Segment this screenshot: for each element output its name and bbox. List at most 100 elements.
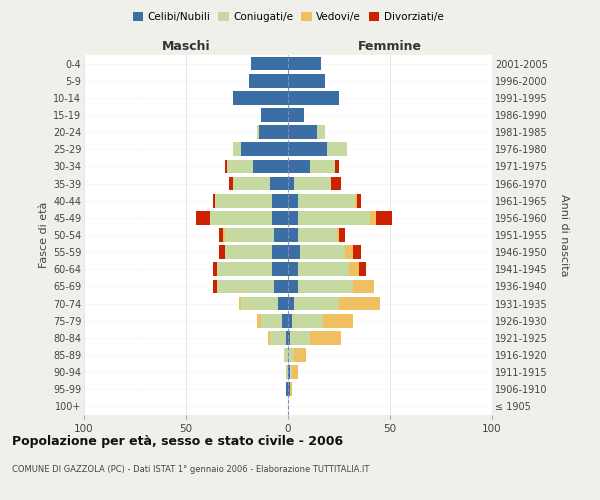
Bar <box>376 211 392 224</box>
Bar <box>298 194 355 207</box>
Bar <box>272 194 288 207</box>
Bar <box>233 176 269 190</box>
Bar <box>288 194 298 207</box>
Bar <box>274 280 288 293</box>
Bar <box>223 228 225 242</box>
Bar <box>196 211 211 224</box>
Bar <box>288 74 325 88</box>
Bar <box>233 142 241 156</box>
Text: Femmine: Femmine <box>358 40 422 52</box>
Bar <box>272 211 288 224</box>
Bar <box>298 262 349 276</box>
Bar <box>225 160 227 173</box>
Bar <box>290 382 292 396</box>
Bar <box>288 331 290 344</box>
Text: COMUNE DI GAZZOLA (PC) - Dati ISTAT 1° gennaio 2006 - Elaborazione TUTTITALIA.IT: COMUNE DI GAZZOLA (PC) - Dati ISTAT 1° g… <box>12 465 370 474</box>
Bar <box>288 228 298 242</box>
Bar <box>249 74 288 88</box>
Bar <box>310 331 341 344</box>
Bar <box>335 160 339 173</box>
Bar <box>262 108 288 122</box>
Bar <box>241 296 278 310</box>
Bar <box>288 142 327 156</box>
Bar <box>370 211 376 224</box>
Bar <box>288 211 298 224</box>
Bar <box>292 366 298 379</box>
Bar <box>269 331 286 344</box>
Bar <box>284 348 288 362</box>
Bar <box>294 176 331 190</box>
Bar <box>288 108 304 122</box>
Bar <box>288 126 317 139</box>
Bar <box>233 91 288 104</box>
Bar <box>288 280 298 293</box>
Bar <box>358 194 361 207</box>
Bar <box>310 160 335 173</box>
Bar <box>257 314 262 328</box>
Bar <box>217 280 274 293</box>
Bar <box>337 228 339 242</box>
Bar <box>345 246 353 259</box>
Bar <box>239 296 241 310</box>
Bar <box>225 228 274 242</box>
Y-axis label: Fasce di età: Fasce di età <box>38 202 49 268</box>
Bar <box>298 228 337 242</box>
Bar <box>286 366 288 379</box>
Bar <box>259 126 288 139</box>
Bar <box>218 246 225 259</box>
Bar <box>227 160 253 173</box>
Bar <box>294 296 339 310</box>
Bar <box>212 262 217 276</box>
Bar <box>349 262 359 276</box>
Bar <box>294 348 307 362</box>
Bar <box>288 262 298 276</box>
Bar <box>288 246 300 259</box>
Y-axis label: Anni di nascita: Anni di nascita <box>559 194 569 276</box>
Bar <box>353 246 361 259</box>
Bar <box>262 314 282 328</box>
Bar <box>331 176 341 190</box>
Text: Maschi: Maschi <box>161 40 211 52</box>
Bar <box>212 194 215 207</box>
Bar <box>272 262 288 276</box>
Bar <box>217 262 272 276</box>
Bar <box>272 246 288 259</box>
Bar <box>339 228 345 242</box>
Bar <box>288 56 320 70</box>
Bar <box>288 314 292 328</box>
Bar <box>215 194 272 207</box>
Bar <box>253 160 288 173</box>
Bar <box>241 142 288 156</box>
Bar <box>355 194 358 207</box>
Bar <box>211 211 272 224</box>
Bar <box>286 382 288 396</box>
Bar <box>269 176 288 190</box>
Bar <box>298 211 370 224</box>
Bar <box>339 296 380 310</box>
Bar <box>251 56 288 70</box>
Bar <box>323 314 353 328</box>
Bar <box>290 331 310 344</box>
Bar <box>288 160 310 173</box>
Bar <box>286 331 288 344</box>
Bar <box>212 280 217 293</box>
Bar <box>268 331 269 344</box>
Bar <box>288 176 294 190</box>
Bar <box>274 228 288 242</box>
Bar <box>353 280 374 293</box>
Bar <box>288 91 339 104</box>
Bar <box>288 382 290 396</box>
Bar <box>225 246 272 259</box>
Bar <box>229 176 233 190</box>
Bar <box>317 126 325 139</box>
Bar <box>288 296 294 310</box>
Bar <box>288 348 294 362</box>
Text: Popolazione per età, sesso e stato civile - 2006: Popolazione per età, sesso e stato civil… <box>12 435 343 448</box>
Bar <box>290 366 292 379</box>
Bar <box>292 314 323 328</box>
Bar <box>257 126 259 139</box>
Bar <box>327 142 347 156</box>
Bar <box>278 296 288 310</box>
Bar <box>298 280 353 293</box>
Bar <box>300 246 345 259</box>
